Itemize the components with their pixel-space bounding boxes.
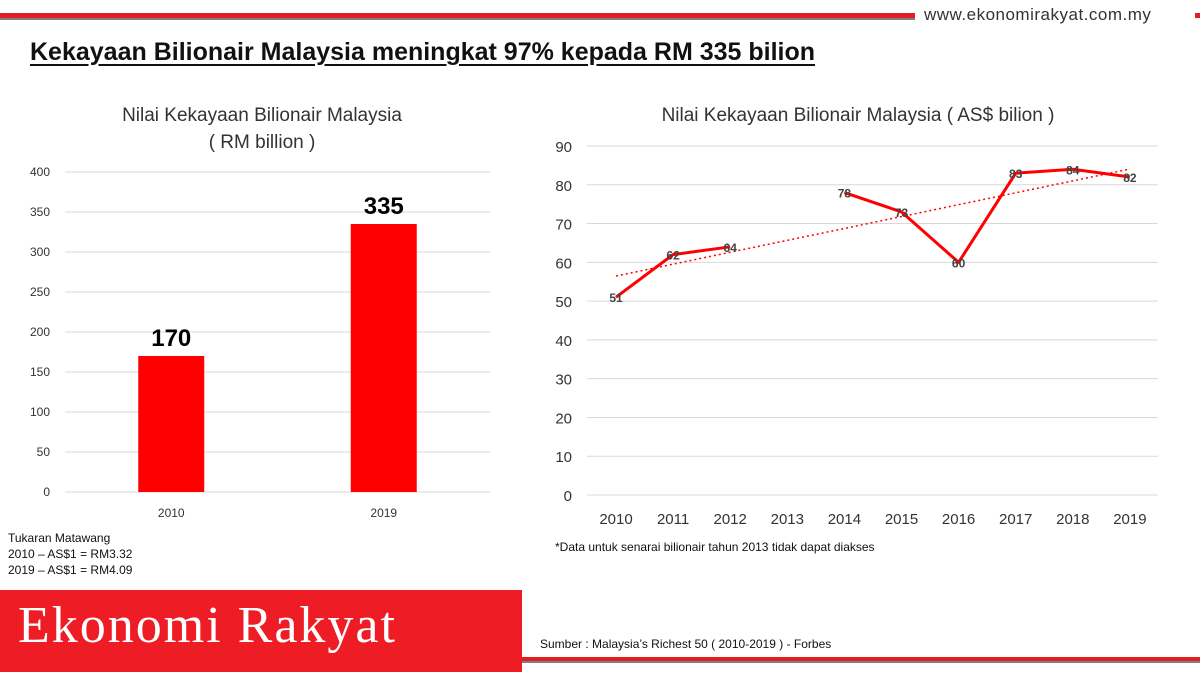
line-y-tick-label: 60 — [555, 255, 572, 272]
line-x-tick-label: 2010 — [599, 511, 632, 528]
line-data-label: 51 — [609, 291, 623, 305]
bar-x-tick-label: 2019 — [370, 506, 397, 520]
bar-y-tick-label: 350 — [30, 205, 50, 219]
exchange-rate-2010: 2010 – AS$1 = RM3.32 — [8, 547, 133, 561]
line-y-tick-label: 0 — [564, 488, 572, 505]
bar-x-tick-label: 2010 — [158, 506, 185, 520]
bar-y-tick-label: 200 — [30, 325, 50, 339]
line-data-label: 60 — [952, 256, 966, 270]
exchange-rate-2019: 2019 – AS$1 = RM4.09 — [8, 563, 133, 577]
bar-y-tick-label: 100 — [30, 405, 50, 419]
line-x-tick-label: 2014 — [828, 511, 861, 528]
line-y-tick-label: 30 — [555, 372, 572, 389]
line-y-tick-label: 20 — [555, 410, 572, 427]
line-y-tick-label: 80 — [555, 178, 572, 195]
missing-data-note: *Data untuk senarai bilionair tahun 2013… — [555, 540, 875, 554]
bar-2019 — [350, 224, 417, 492]
footer-accent-bar — [522, 657, 1200, 661]
bar-y-tick-label: 0 — [43, 485, 50, 499]
line-x-tick-label: 2012 — [714, 511, 747, 528]
line-data-label: 78 — [838, 187, 852, 201]
line-y-tick-label: 10 — [555, 449, 572, 466]
bar-data-label: 170 — [151, 325, 191, 352]
line-y-tick-label: 50 — [555, 294, 572, 311]
line-y-tick-label: 40 — [555, 333, 572, 350]
line-series-segment — [843, 167, 1131, 264]
line-data-label: 84 — [1066, 163, 1080, 177]
line-x-tick-label: 2016 — [942, 511, 975, 528]
line-series-segment — [615, 245, 731, 299]
line-data-label: 73 — [895, 206, 909, 220]
line-x-tick-label: 2018 — [1056, 511, 1089, 528]
brand-logo-text: Ekonomi Rakyat — [18, 597, 397, 654]
bar-2010 — [138, 356, 205, 492]
source-note: Sumber : Malaysia’s Richest 50 ( 2010-20… — [540, 637, 832, 651]
site-url[interactable]: www.ekonomirakyat.com.my — [924, 5, 1152, 24]
line-data-label: 64 — [724, 241, 738, 255]
header-divider — [0, 18, 915, 20]
line-y-tick-label: 90 — [555, 139, 572, 156]
line-data-label: 83 — [1009, 167, 1023, 181]
page-title: Kekayaan Bilionair Malaysia meningkat 97… — [30, 38, 816, 66]
exchange-rate-note: Tukaran Matawang 2010 – AS$1 = RM3.32 20… — [8, 530, 132, 578]
line-x-tick-label: 2019 — [1113, 511, 1146, 528]
line-chart-title: Nilai Kekayaan Bilionair Malaysia ( AS$ … — [662, 105, 1055, 126]
line-y-tick-label: 70 — [555, 217, 572, 234]
bar-chart-subtitle: ( RM billion ) — [209, 132, 316, 153]
bar-y-tick-label: 400 — [30, 165, 50, 179]
header-accent-bar — [0, 13, 915, 18]
bar-y-tick-label: 150 — [30, 365, 50, 379]
brand-banner: Ekonomi Rakyat — [0, 590, 522, 672]
header-accent-tail — [1195, 13, 1200, 18]
line-data-label: 82 — [1123, 171, 1137, 185]
line-data-label: 62 — [666, 249, 680, 263]
bar-data-label: 335 — [364, 193, 404, 220]
line-x-tick-label: 2013 — [771, 511, 804, 528]
line-x-tick-label: 2011 — [657, 511, 689, 528]
bar-y-tick-label: 50 — [37, 445, 51, 459]
line-x-tick-label: 2015 — [885, 511, 918, 528]
exchange-rate-title: Tukaran Matawang — [8, 531, 111, 545]
bar-y-tick-label: 250 — [30, 285, 50, 299]
bar-y-tick-label: 300 — [30, 245, 50, 259]
bar-chart-title: Nilai Kekayaan Bilionair Malaysia — [122, 105, 402, 126]
line-x-tick-label: 2017 — [999, 511, 1032, 528]
footer-divider — [522, 661, 1200, 663]
